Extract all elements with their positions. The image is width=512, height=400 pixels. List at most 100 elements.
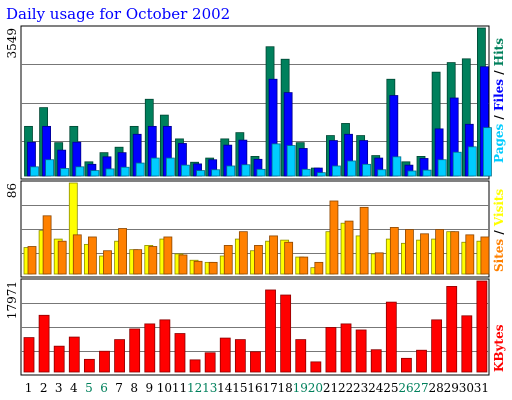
x-tick-label: 12 <box>187 381 202 395</box>
kbytes-bar <box>280 294 292 373</box>
kbytes-bar <box>38 314 50 373</box>
x-tick-label: 6 <box>100 381 108 395</box>
kbytes-bar <box>114 339 125 373</box>
sites-bar <box>118 228 127 275</box>
pages-bar <box>241 164 251 177</box>
x-tick-label: 2 <box>40 381 48 395</box>
legend-entry: Visits <box>492 189 506 228</box>
kbytes-bar <box>461 315 473 373</box>
pages-bar <box>165 157 175 177</box>
pages-bar <box>316 172 326 177</box>
x-tick-label: 8 <box>130 381 138 395</box>
x-tick-label: 27 <box>413 381 428 395</box>
kbytes-bar <box>325 327 337 373</box>
kbytes-bar <box>204 352 216 373</box>
sites-bar <box>72 234 82 275</box>
pages-bar <box>196 170 205 177</box>
pages-bar <box>256 168 266 177</box>
pages-bar <box>332 165 341 177</box>
x-tick-label: 31 <box>474 381 489 395</box>
pages-bar <box>422 169 432 177</box>
sites-bar <box>450 231 460 275</box>
legend-entry: Hits <box>492 38 506 66</box>
x-tick-label: 11 <box>172 381 187 395</box>
pages-bar <box>181 164 190 177</box>
x-tick-label: 29 <box>444 381 459 395</box>
sites-bar <box>374 252 384 275</box>
x-tick-label: 10 <box>157 381 172 395</box>
sites-bar <box>223 245 233 275</box>
pages-bar <box>286 145 296 177</box>
sites-bar <box>163 236 173 275</box>
x-tick-label: 4 <box>70 381 78 395</box>
kbytes-bar <box>129 328 141 373</box>
kbytes-bar <box>53 345 65 373</box>
sites-bar <box>193 260 203 275</box>
kbytes-bar <box>83 358 95 373</box>
legend-1: Sites / Visits <box>492 189 506 272</box>
pages-bar <box>437 159 447 177</box>
legend-entry: Files <box>492 75 506 111</box>
ymax-label-0: 3549 <box>5 28 19 59</box>
kbytes-bar <box>401 357 412 373</box>
kbytes-bar <box>370 349 382 373</box>
kbytes-bar <box>234 339 246 373</box>
kbytes-bar <box>189 359 201 373</box>
x-tick-label: 19 <box>293 381 308 395</box>
kbytes-bar <box>250 351 261 373</box>
chart-title: Daily usage for October 2002 <box>6 5 230 23</box>
kbytes-bar <box>99 350 110 373</box>
legend-2: KBytes <box>492 324 506 372</box>
ymax-label-1: 86 <box>5 183 19 198</box>
x-tick-label: 3 <box>55 381 63 395</box>
pages-bar <box>467 146 477 177</box>
pages-bar <box>483 127 492 177</box>
sites-bar <box>238 231 248 275</box>
sites-bar <box>42 215 52 275</box>
x-tick-label: 5 <box>85 381 93 395</box>
legend-entry: / <box>492 111 506 120</box>
kbytes-bar <box>295 339 307 373</box>
panel-frame-0 <box>20 25 490 180</box>
kbytes-bar <box>310 361 322 373</box>
kbytes-bar <box>476 280 488 373</box>
legend-entry: Pages <box>492 120 506 163</box>
x-tick-label: 17 <box>262 381 277 395</box>
sites-bar <box>420 233 429 275</box>
x-tick-label: 18 <box>278 381 293 395</box>
x-tick-label: 15 <box>232 381 247 395</box>
x-tick-label: 20 <box>308 381 323 395</box>
sites-bar <box>178 254 188 275</box>
x-tick-label: 1 <box>25 381 33 395</box>
pages-bar <box>271 143 281 177</box>
sites-bar <box>133 249 143 275</box>
legend-entry: / <box>492 66 506 75</box>
x-tick-label: 13 <box>202 381 217 395</box>
kbytes-bar <box>219 337 231 373</box>
sites-bar <box>314 261 324 275</box>
x-tick-label: 26 <box>398 381 413 395</box>
x-tick-label: 23 <box>353 381 368 395</box>
sites-bar <box>344 220 354 275</box>
x-tick-label: 14 <box>217 381 233 395</box>
pages-bar <box>30 166 39 177</box>
pages-bar <box>105 168 115 177</box>
pages-bar <box>452 151 462 177</box>
x-tick-label: 25 <box>383 381 398 395</box>
sites-bar <box>299 256 309 275</box>
sites-bar <box>480 236 490 275</box>
sites-bar <box>87 236 97 275</box>
x-tick-label: 28 <box>429 381 444 395</box>
x-tick-label: 24 <box>368 381 384 395</box>
sites-bar <box>405 229 414 275</box>
kbytes-bar <box>174 333 186 373</box>
legend-entry: / <box>492 226 506 235</box>
pages-bar <box>347 160 356 177</box>
sites-bar <box>208 261 218 275</box>
kbytes-bar <box>144 323 156 373</box>
pages-bar <box>407 170 417 177</box>
sites-bar <box>103 250 112 275</box>
sites-bar <box>329 200 339 275</box>
